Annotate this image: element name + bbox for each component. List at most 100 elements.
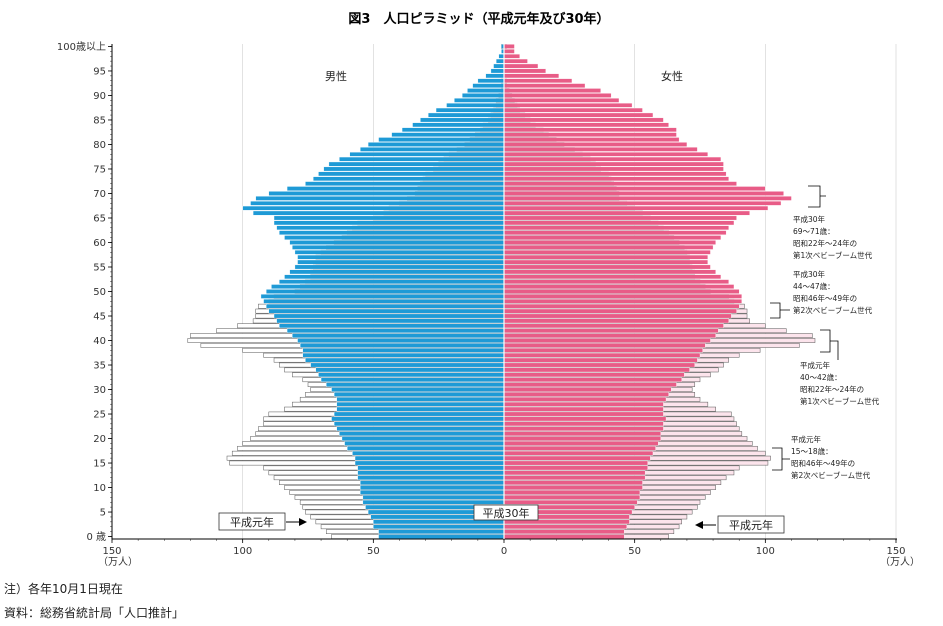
source-text: 資料：総務省統計局「人口推計」 — [4, 606, 185, 620]
bar-2018-male-age-51 — [271, 284, 505, 289]
bar-2018-male-age-79 — [360, 147, 505, 152]
bar-2018-female-age-7 — [503, 499, 638, 505]
bar-2018-female-age-33 — [503, 372, 685, 378]
bar-2018-female-age-60 — [503, 240, 716, 245]
bar-2018-female-age-79 — [503, 147, 698, 152]
bar-2018-female-age-44 — [503, 318, 729, 324]
bar-2018-male-age-13 — [357, 470, 505, 476]
y-tick-label: 0 歳 — [86, 531, 106, 543]
legend-1989-left: 平成元年 — [218, 512, 307, 531]
bar-2018-female-age-34 — [503, 367, 690, 373]
bar-2018-male-age-52 — [279, 279, 505, 284]
bar-2018-female-age-31 — [503, 382, 677, 387]
bar-2018-male-age-70 — [268, 191, 505, 196]
bar-2018-male-age-39 — [299, 343, 505, 348]
bar-2018-male-age-80 — [367, 142, 505, 147]
bar-2018-female-age-24 — [503, 416, 667, 422]
bar-2018-female-age-86 — [503, 112, 654, 118]
bar-2018-female-age-91 — [503, 88, 601, 93]
bar-2018-female-age-15 — [503, 460, 648, 466]
y-tick-label: 60 — [93, 238, 106, 249]
bar-2018-male-age-43 — [279, 323, 505, 329]
bar-2018-female-age-40 — [503, 338, 711, 343]
bar-2018-female-age-55 — [503, 264, 711, 270]
bar-2018-male-age-14 — [357, 465, 505, 471]
bar-2018-male-age-31 — [326, 382, 505, 387]
bar-2018-male-age-48 — [263, 299, 505, 304]
bar-2018-male-age-49 — [260, 294, 505, 299]
y-tick-label: 5 — [100, 508, 106, 519]
bar-2018-male-age-47 — [266, 303, 505, 309]
bar-2018-female-age-16 — [503, 455, 651, 461]
svg-text:平成30年: 平成30年 — [793, 214, 826, 224]
bar-2018-male-age-11 — [360, 480, 505, 485]
bar-2018-male-age-66 — [252, 210, 505, 216]
annotation-1989-second-boom: 平成元年 15～18歳： 昭和46年～49年の 第2次ベビーブーム世代 — [772, 434, 871, 480]
bar-2018-female-age-12 — [503, 475, 646, 481]
bar-2018-male-age-34 — [315, 367, 505, 373]
bar-2018-female-age-76 — [503, 161, 724, 167]
y-tick-label: 10 — [93, 483, 106, 494]
bar-2018-male-age-61 — [284, 235, 505, 240]
x-tick-label: 150 — [886, 546, 905, 557]
bar-2018-male-age-86 — [428, 112, 505, 118]
bar-2018-female-age-99 — [503, 49, 515, 54]
svg-text:平成30年: 平成30年 — [483, 506, 530, 520]
bars-2018-male — [242, 44, 505, 539]
bar-2018-male-age-10 — [360, 485, 505, 490]
bar-2018-male-age-57 — [297, 254, 505, 260]
bar-2018-male-age-72 — [305, 181, 505, 186]
y-tick-label: 70 — [93, 189, 106, 200]
bar-2018-female-age-73 — [503, 176, 729, 182]
bar-2018-male-age-73 — [313, 176, 505, 182]
bar-2018-female-age-51 — [503, 284, 735, 289]
bar-2018-male-age-82 — [391, 132, 505, 137]
bar-2018-female-age-41 — [503, 333, 716, 338]
bar-2018-male-age-87 — [435, 107, 505, 113]
bar-2018-female-age-80 — [503, 142, 688, 147]
svg-text:昭和22年～24年の: 昭和22年～24年の — [793, 238, 857, 248]
bar-2018-male-age-27 — [336, 401, 505, 407]
bar-2018-female-age-50 — [503, 289, 740, 294]
bar-2018-male-age-97 — [495, 58, 505, 64]
bar-2018-female-age-0 — [503, 534, 625, 539]
bar-2018-female-age-46 — [503, 308, 737, 314]
bar-2018-female-age-35 — [503, 362, 695, 368]
bar-2018-male-age-25 — [333, 411, 505, 417]
bar-2018-male-age-63 — [276, 225, 505, 231]
chart-title: 図3 人口ピラミッド（平成元年及び30年） — [348, 11, 609, 27]
bar-2018-male-age-94 — [485, 73, 505, 79]
x-tick-label: 0 — [501, 546, 507, 557]
bar-2018-male-age-28 — [336, 397, 505, 402]
bar-2018-male-age-81 — [378, 137, 505, 142]
bar-2018-female-age-27 — [503, 401, 664, 407]
bar-2018-male-age-95 — [490, 68, 505, 74]
annotation-1989-first-boom: 平成元年 40～42歳： 昭和22年～24年の 第1次ベビーブーム世代 — [800, 329, 880, 406]
bar-2018-male-age-98 — [498, 53, 505, 59]
bar-2018-male-age-78 — [349, 151, 505, 157]
bar-2018-female-age-63 — [503, 225, 729, 231]
annotation-2018-first-boom: 平成30年 69～71歳： 昭和22年～24年の 第1次ベビーブーム世代 — [793, 185, 873, 260]
bar-2018-male-age-24 — [331, 416, 505, 422]
bar-2018-male-age-29 — [333, 392, 505, 397]
svg-text:平成元年: 平成元年 — [800, 360, 830, 370]
bar-2018-female-age-62 — [503, 230, 727, 235]
bar-2018-male-age-60 — [289, 240, 505, 245]
bar-2018-female-age-32 — [503, 377, 682, 382]
bar-2018-male-age-65 — [273, 215, 505, 221]
bar-2018-male-age-67 — [242, 205, 505, 211]
y-tick-label: 90 — [93, 91, 106, 102]
bar-2018-female-age-77 — [503, 156, 722, 162]
bar-2018-female-age-74 — [503, 171, 727, 177]
bar-2018-female-age-18 — [503, 446, 656, 451]
bar-2018-male-age-84 — [412, 122, 505, 128]
annotation-2018-second-boom: 平成30年 44～47歳： 昭和46年～49年の 第2次ベビーブーム世代 — [770, 269, 873, 319]
svg-text:15～18歳：: 15～18歳： — [791, 446, 833, 456]
bar-2018-female-age-57 — [503, 254, 709, 260]
bar-2018-male-age-16 — [354, 455, 505, 461]
bar-2018-male-age-9 — [360, 490, 505, 495]
bar-2018-female-age-2 — [503, 524, 628, 530]
bar-2018-male-age-41 — [292, 333, 505, 338]
bar-2018-female-age-17 — [503, 450, 654, 456]
